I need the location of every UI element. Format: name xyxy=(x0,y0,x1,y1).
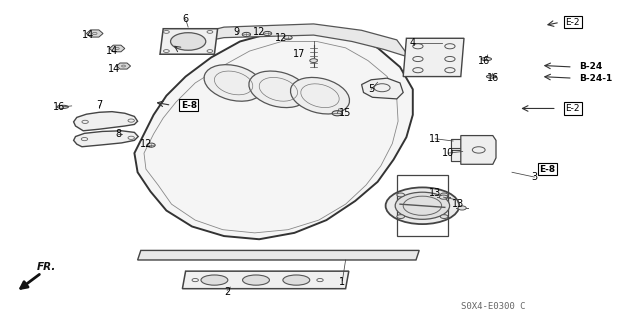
Text: E-2: E-2 xyxy=(566,18,580,27)
Ellipse shape xyxy=(170,33,206,50)
Text: E-8: E-8 xyxy=(180,101,197,110)
Ellipse shape xyxy=(332,111,342,116)
Text: B-24: B-24 xyxy=(579,63,602,71)
Ellipse shape xyxy=(397,193,404,197)
Text: 1: 1 xyxy=(339,277,346,287)
Text: FR.: FR. xyxy=(37,262,56,271)
Text: 12: 12 xyxy=(140,138,152,149)
Ellipse shape xyxy=(486,75,497,78)
Ellipse shape xyxy=(439,195,448,199)
Ellipse shape xyxy=(310,59,317,63)
Text: 14: 14 xyxy=(108,63,120,74)
Text: 3: 3 xyxy=(531,172,538,182)
Text: E-2: E-2 xyxy=(566,104,580,113)
Text: 8: 8 xyxy=(115,129,122,139)
Bar xyxy=(451,139,483,148)
Ellipse shape xyxy=(147,143,155,147)
Text: B-24-1: B-24-1 xyxy=(579,74,612,83)
Text: 14: 14 xyxy=(82,30,95,40)
Text: 7: 7 xyxy=(96,100,102,110)
Text: 5: 5 xyxy=(368,84,374,94)
Text: S0X4-E0300 C: S0X4-E0300 C xyxy=(461,302,525,311)
Ellipse shape xyxy=(243,32,251,37)
Text: 6: 6 xyxy=(182,14,189,24)
Polygon shape xyxy=(179,24,410,57)
Polygon shape xyxy=(160,29,218,54)
Ellipse shape xyxy=(283,275,310,285)
Text: 13: 13 xyxy=(451,199,464,209)
Text: 9: 9 xyxy=(234,27,240,37)
Text: 4: 4 xyxy=(410,38,416,48)
Text: 13: 13 xyxy=(429,188,442,198)
Ellipse shape xyxy=(57,105,68,108)
Polygon shape xyxy=(182,271,349,289)
Polygon shape xyxy=(134,29,413,239)
Ellipse shape xyxy=(481,57,492,61)
Text: 10: 10 xyxy=(442,148,454,158)
Ellipse shape xyxy=(385,188,460,224)
Text: 15: 15 xyxy=(339,108,352,118)
Ellipse shape xyxy=(204,65,263,101)
Polygon shape xyxy=(138,250,419,260)
Ellipse shape xyxy=(201,275,228,285)
Ellipse shape xyxy=(263,31,272,36)
Text: 14: 14 xyxy=(106,46,118,56)
Text: 16: 16 xyxy=(52,102,65,112)
Text: 16: 16 xyxy=(486,73,499,83)
Polygon shape xyxy=(74,131,138,147)
Text: 11: 11 xyxy=(429,134,442,144)
Ellipse shape xyxy=(440,215,448,219)
Text: 12: 12 xyxy=(253,27,266,37)
Text: E-8: E-8 xyxy=(539,165,556,174)
Text: 16: 16 xyxy=(477,56,490,66)
Text: 2: 2 xyxy=(224,287,230,297)
Ellipse shape xyxy=(397,215,404,219)
Polygon shape xyxy=(362,78,403,99)
Ellipse shape xyxy=(243,275,269,285)
Text: 12: 12 xyxy=(275,33,288,43)
Ellipse shape xyxy=(249,71,308,108)
Bar xyxy=(451,150,483,161)
Polygon shape xyxy=(461,136,496,164)
Polygon shape xyxy=(74,112,138,131)
Text: 17: 17 xyxy=(293,49,306,59)
Polygon shape xyxy=(403,38,464,77)
Ellipse shape xyxy=(284,35,292,40)
Ellipse shape xyxy=(440,193,448,197)
Ellipse shape xyxy=(458,206,466,210)
Ellipse shape xyxy=(396,192,450,219)
Ellipse shape xyxy=(291,78,349,114)
